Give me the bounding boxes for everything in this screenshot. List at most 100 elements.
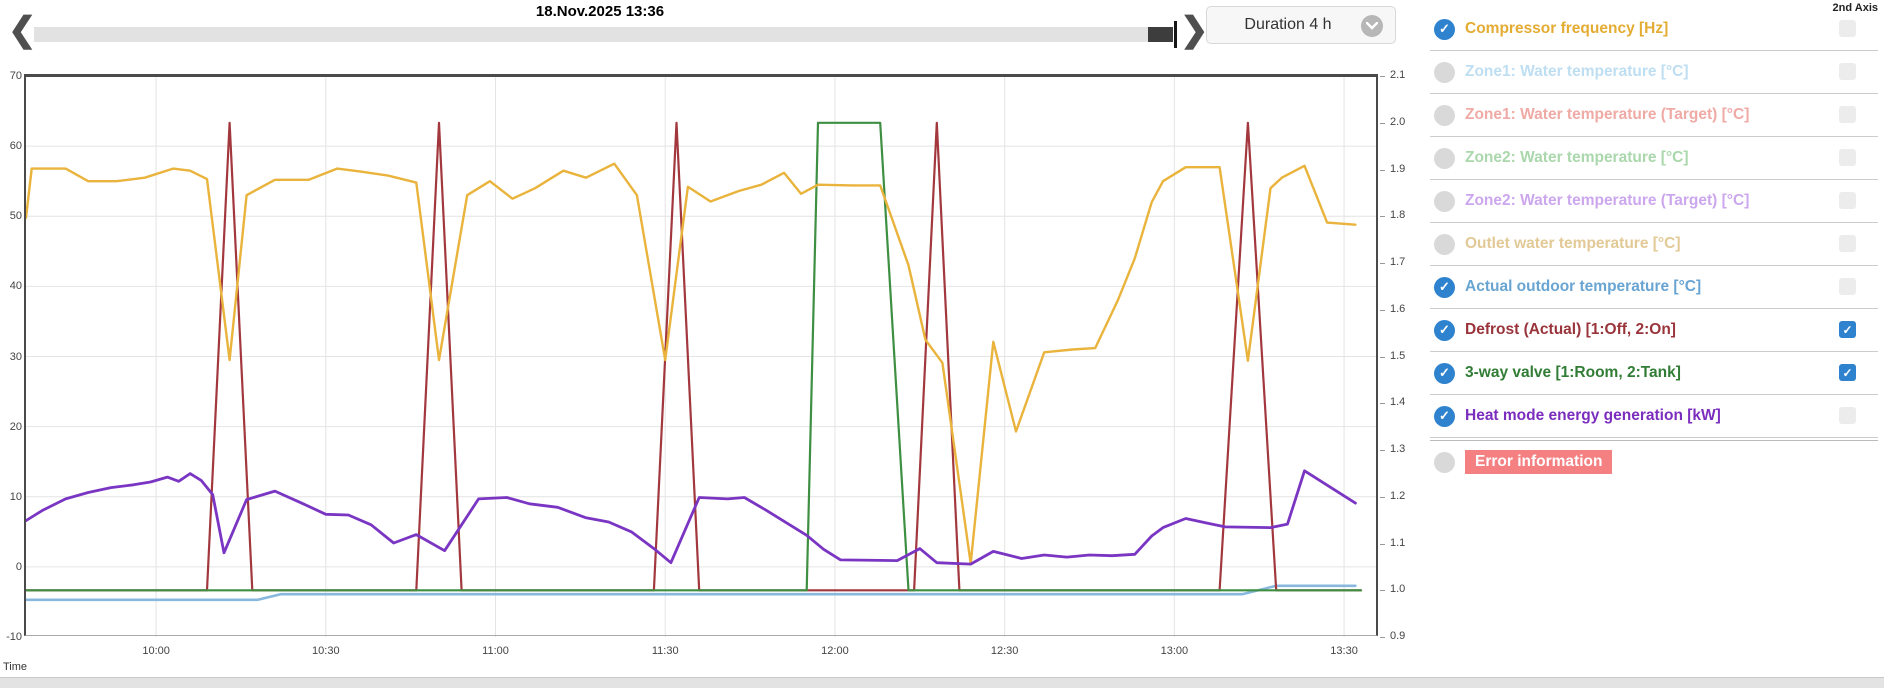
legend-row-4[interactable]: Zone2: Water temperature [°C] [1430,137,1878,180]
legend-row-3[interactable]: Zone1: Water temperature (Target) [°C] [1430,94,1878,137]
series-enabled-check-icon[interactable]: ✓ [1434,362,1455,384]
time-scrollbar-thumb[interactable] [1148,27,1173,42]
right-axis-tick-mark [1380,590,1385,592]
legend-row-8[interactable]: ✓ Defrost (Actual) [1:Off, 2:On] ✓ [1430,309,1878,352]
legend-row-10[interactable]: ✓ Heat mode energy generation [kW] [1430,395,1878,438]
xlab-tick: 11:00 [482,645,509,657]
legend-label: Defrost (Actual) [1:Off, 2:On] [1465,321,1676,338]
right-axis-tick-mark [1380,263,1385,264]
series-enabled-check-icon[interactable]: ✓ [1434,405,1455,427]
ylab-tick: 0 [15,560,22,573]
ylab-tick: -10 [6,631,22,643]
ylab-tick: 70 [9,70,22,82]
series-line [26,121,1363,592]
series-disabled-circle-icon[interactable] [1434,233,1455,255]
legend-row-1[interactable]: ✓ Compressor frequency [Hz] [1430,8,1878,51]
right-axis-tick-mark [1380,169,1385,171]
series-line [26,121,1363,592]
legend-label: Actual outdoor temperature [°C] [1465,278,1702,295]
legend-label: Outlet water temperature [°C] [1465,235,1681,252]
legend-row-2[interactable]: Zone1: Water temperature [°C] [1430,51,1878,94]
bottom-divider-strip [0,677,1884,688]
right-axis-tick-mark [1380,450,1385,451]
series-disabled-circle-icon[interactable] [1434,104,1455,126]
page-title: 18.Nov.2025 13:36 [535,3,665,20]
second-axis-checkbox[interactable] [1839,106,1856,123]
series-disabled-circle-icon[interactable] [1434,190,1455,212]
series-disabled-circle-icon[interactable] [1434,451,1455,473]
second-axis-checkbox[interactable] [1839,192,1856,209]
series-enabled-check-icon[interactable]: ✓ [1434,276,1455,298]
xlab-tick: 12:00 [821,645,849,657]
xlab-tick: 11:30 [651,645,679,657]
time-scrollbar-track[interactable] [34,27,1172,42]
series-line [26,584,1357,602]
series-disabled-circle-icon[interactable] [1434,61,1455,83]
duration-dropdown[interactable]: Duration 4 h [1206,6,1396,44]
legend-label: Zone1: Water temperature (Target) [°C] [1465,106,1750,123]
legend-row-9[interactable]: ✓ 3-way valve [1:Room, 2:Tank] ✓ [1430,352,1878,395]
right-axis-tick-mark [1380,309,1385,311]
right-axis-tick-mark [1380,543,1385,545]
series-enabled-check-icon[interactable]: ✓ [1434,18,1455,40]
series-enabled-check-icon[interactable]: ✓ [1434,319,1455,341]
xlab-tick: 10:00 [142,645,170,657]
second-axis-checkbox[interactable] [1839,407,1856,424]
legend-label: Zone2: Water temperature (Target) [°C] [1465,192,1750,209]
right-axis-tick-mark [1380,356,1385,358]
xlab-tick: 10:30 [312,645,340,657]
ylab-tick: 60 [9,140,22,153]
y2lab-tick: 1.1 [1390,536,1406,549]
ylab-tick: 10 [9,490,22,503]
series-legend: ✓ Compressor frequency [Hz] Zone1: Water t… [1430,8,1878,483]
legend-row-7[interactable]: ✓ Actual outdoor temperature [°C] [1430,266,1878,309]
legend-label: Zone2: Water temperature [°C] [1465,149,1689,166]
chart-plot-area[interactable] [26,76,1378,637]
series-line [26,469,1357,566]
second-axis-checkbox[interactable]: ✓ [1839,321,1856,338]
y2lab-tick: 1.2 [1390,489,1406,502]
legend-label: 3-way valve [1:Room, 2:Tank] [1465,364,1681,381]
right-axis-tick-mark [1380,496,1385,498]
legend-row-5[interactable]: Zone2: Water temperature (Target) [°C] [1430,180,1878,223]
xlab-tick: 12:30 [990,645,1019,657]
ylab-tick: 50 [9,210,22,223]
right-axis-tick-mark [1380,403,1385,405]
ylab-tick: 30 [9,350,22,363]
second-axis-checkbox[interactable] [1839,278,1856,295]
scroll-right-arrow[interactable]: ❯ [1180,11,1209,49]
second-axis-checkbox[interactable] [1839,235,1856,252]
chart-canvas [26,76,1378,637]
series-line [26,162,1357,565]
ylab-tick: 40 [9,280,22,293]
legend-row-6[interactable]: Outlet water temperature [°C] [1430,223,1878,266]
legend-label: Compressor frequency [Hz] [1465,20,1669,37]
legend-label: Error information [1465,450,1613,474]
second-axis-checkbox[interactable] [1839,149,1856,166]
second-axis-checkbox[interactable] [1839,63,1856,80]
series-disabled-circle-icon[interactable] [1434,147,1455,169]
legend-label: Zone1: Water temperature [°C] [1465,63,1689,80]
scrollbar-end-marker [1174,21,1177,48]
right-axis-tick-mark [1380,122,1385,124]
right-axis-tick-mark [1380,637,1385,638]
y2lab-tick: 1.5 [1390,349,1406,362]
xlab-tick: 13:00 [1160,645,1189,657]
second-axis-checkbox[interactable]: ✓ [1839,364,1856,381]
ylab-tick: 20 [9,420,22,433]
x-axis-title: Time [3,661,28,673]
chevron-down-icon [1361,15,1383,37]
scroll-left-arrow[interactable]: ❮ [8,11,37,49]
y2lab-tick: 0.9 [1390,630,1406,642]
second-axis-column-header: 2nd Axis [1832,2,1878,14]
legend-row-11[interactable]: Error information [1430,440,1878,483]
right-axis-tick-mark [1380,76,1385,77]
y2lab-tick: 1.0 [1390,583,1406,596]
xlab-tick: 13:30 [1330,645,1358,657]
y2lab-tick: 1.4 [1390,396,1406,409]
y2lab-tick: 1.3 [1390,443,1406,455]
second-axis-checkbox[interactable] [1839,20,1856,37]
y2lab-tick: 1.6 [1390,302,1406,315]
right-axis-tick-mark [1380,216,1385,218]
